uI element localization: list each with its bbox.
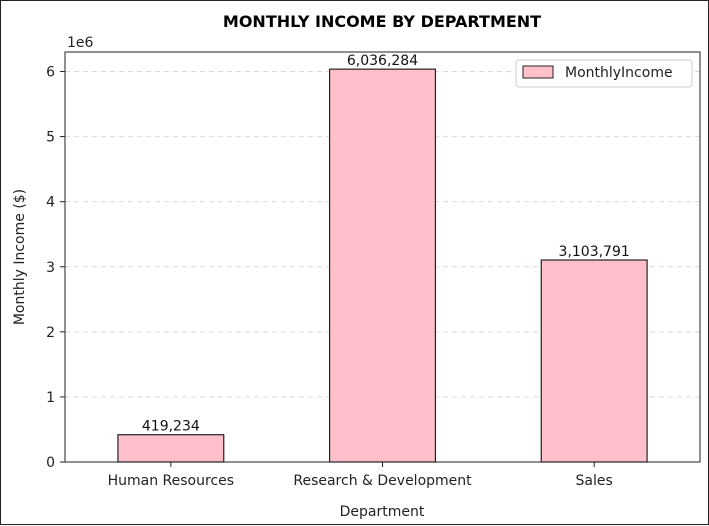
y-ticks: 0 1 2 3 4 5 6 <box>46 65 65 471</box>
chart-title: MONTHLY INCOME BY DEPARTMENT <box>223 12 541 31</box>
y-tick-label: 1 <box>46 390 55 406</box>
y-tick-label: 6 <box>46 65 55 81</box>
y-axis-label: Monthly Income ($) <box>12 189 28 325</box>
y-tick-label: 3 <box>46 260 55 276</box>
legend-box <box>515 59 693 88</box>
bar-value-label: 3,103,791 <box>559 244 630 260</box>
y-tick-label: 0 <box>46 455 55 471</box>
bars <box>117 68 648 463</box>
bar-value-label: 6,036,284 <box>347 53 418 69</box>
y-tick-label: 5 <box>46 130 55 146</box>
bar <box>540 259 648 463</box>
x-tick-label: Human Resources <box>108 473 234 489</box>
bar <box>117 434 225 463</box>
y-tick-label: 4 <box>46 195 55 211</box>
y-offset-text: 1e6 <box>67 35 94 51</box>
x-ticks: Human Resources Research & Development Sal… <box>108 462 613 489</box>
legend: MonthlyIncome <box>515 59 693 88</box>
x-tick-label: Sales <box>576 473 613 489</box>
bar-value-label: 419,234 <box>142 419 200 435</box>
y-tick-label: 2 <box>46 325 55 341</box>
legend-swatch <box>522 65 554 79</box>
value-labels: 419,234 6,036,284 3,103,791 <box>142 53 630 435</box>
bar <box>328 68 437 463</box>
legend-label: MonthlyIncome <box>565 65 673 81</box>
x-axis-label: Department <box>340 504 425 520</box>
x-tick-label: Research & Development <box>293 473 472 489</box>
